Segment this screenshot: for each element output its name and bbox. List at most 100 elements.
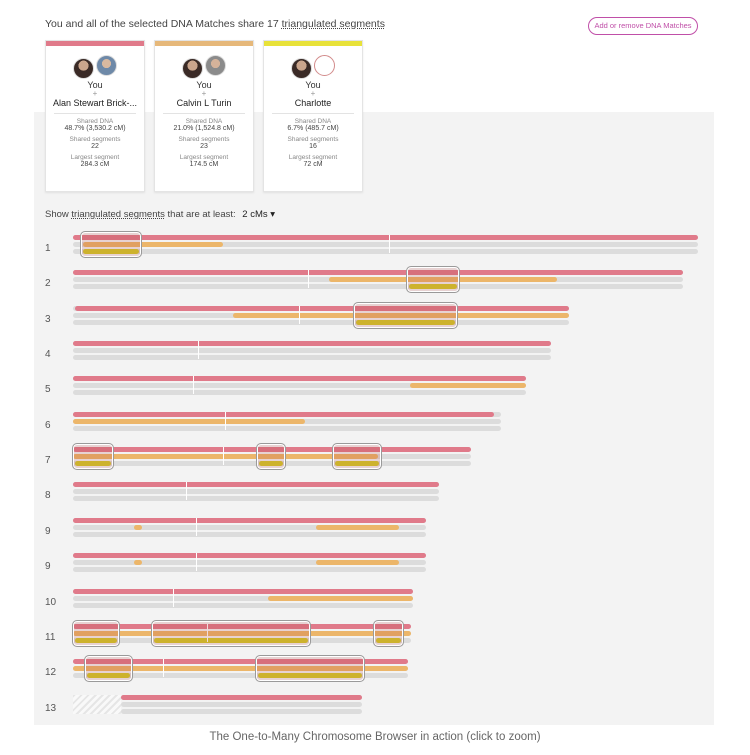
match-color-bar [46,41,144,46]
track-bg [73,242,698,247]
centromere-marker [389,235,390,253]
chromosome-row: 9 [0,518,750,544]
add-remove-matches-button[interactable]: Add or remove DNA Matches [588,17,698,35]
chromosome-row: 6 [0,412,750,438]
chromosome-number: 5 [45,384,51,395]
match-name[interactable]: Calvin L Turin [176,98,232,108]
chromosome-number: 1 [45,243,51,254]
chromosome-row: 1 [0,231,750,261]
plus-icon: + [92,89,98,98]
caption[interactable]: The One-to-Many Chromosome Browser in ac… [209,731,541,743]
triangulated-segment-box[interactable] [72,443,114,470]
match-color-bar [264,41,362,46]
segment-match-3 [87,673,130,678]
triangulated-segment-box[interactable] [80,231,142,258]
match-card[interactable]: You + Alan Stewart Brick-... Shared DNA … [45,40,145,192]
segment-match-1 [73,553,426,558]
segment-match-3 [258,673,362,678]
shared-dna-label: Shared DNA [185,118,223,125]
match-card[interactable]: You + Charlotte Shared DNA 6.7% (485.7 c… [263,40,363,192]
segment-match-1 [73,235,698,240]
avatar [314,55,335,76]
triangulated-segment-box[interactable] [151,620,311,647]
triangulated-segment-box[interactable] [255,655,365,682]
chromosome-row: 3 [0,302,750,332]
segment-match-1 [73,447,471,452]
avatars [46,55,144,79]
track-bg [73,567,426,572]
min-cm-dropdown[interactable]: 2 cMs ▾ [242,209,276,220]
track-bg [73,426,501,431]
triangulated-segment-box[interactable] [332,443,382,470]
segment-match-2 [73,454,378,459]
chromosome-number: 9 [45,526,51,537]
triangulated-segments-link[interactable]: triangulated segments [281,18,385,30]
largest-segment-value: 72 cM [303,161,323,168]
segment-match-2 [316,525,399,530]
segment-match-1 [73,412,494,417]
divider [163,113,245,114]
segment-match-2 [73,419,305,424]
segment-match-1 [73,589,413,594]
avatar [291,58,312,79]
centromere-marker [299,306,300,324]
track-bg [73,489,439,494]
avatar [182,58,203,79]
centromere-marker [186,482,187,500]
shared-dna-label: Shared DNA [76,118,114,125]
shared-dna-value: 6.7% (485.7 cM) [287,125,339,132]
segment-match-2 [73,666,408,671]
segment-match-2 [316,560,399,565]
match-name[interactable]: Alan Stewart Brick-... [52,98,138,108]
segment-match-2 [83,242,223,247]
chromosome-row: 4 [0,341,750,367]
track-bg [73,603,413,608]
segment-match-2 [268,596,413,601]
unavailable-region [73,695,121,714]
centromere-marker [193,376,194,394]
shared-dna-label: Shared DNA [294,118,332,125]
chromosome-number: 6 [45,420,51,431]
triangulated-segment-box[interactable] [373,620,404,647]
segment-match-1 [73,482,439,487]
segment-match-2 [329,277,557,282]
match-name[interactable]: Charlotte [294,98,332,108]
centromere-marker [198,341,199,359]
largest-segment-label: Largest segment [70,154,120,161]
you-label: You [305,80,321,90]
segment-match-3 [75,461,111,466]
segment-match-3 [75,638,117,643]
avatar [73,58,94,79]
chromosome-number: 10 [45,597,57,608]
triangulated-segment-box[interactable] [84,655,133,682]
shared-dna-value: 48.7% (3,530.2 cM) [64,125,126,132]
chromosome-number: 4 [45,349,51,360]
divider [272,113,354,114]
chromosome-row: 7 [0,443,750,473]
triangulated-segment-box[interactable] [353,302,458,329]
triangulated-segment-box[interactable] [72,620,120,647]
segment-match-3 [259,461,283,466]
track-bg [73,496,439,501]
chromosome-number: 12 [45,667,57,678]
chromosome-row: 5 [0,376,750,402]
triangulated-segment-box[interactable] [256,443,286,470]
segment-match-2 [134,525,142,530]
track-bg [73,355,551,360]
filter-link[interactable]: triangulated segments [71,209,165,220]
chromosome-number: 13 [45,703,57,714]
track-bg [73,320,569,325]
segment-match-3 [154,638,308,643]
segment-match-1 [73,341,551,346]
track-bg [121,709,362,714]
track-bg [73,673,408,678]
match-card[interactable]: You + Calvin L Turin Shared DNA 21.0% (1… [154,40,254,192]
largest-segment-value: 284.3 cM [80,161,110,168]
avatar [96,55,117,76]
triangulated-segment-box[interactable] [406,266,460,293]
track-bg [73,390,526,395]
chromosome-number: 8 [45,490,51,501]
segment-count: 17 [267,18,279,30]
track-bg [73,525,426,530]
you-label: You [87,80,103,90]
